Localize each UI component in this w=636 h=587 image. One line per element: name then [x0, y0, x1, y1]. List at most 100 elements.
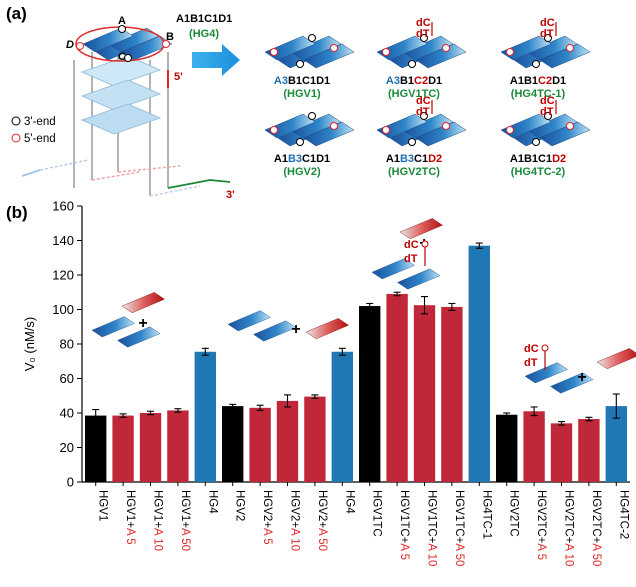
- code-segment: B1: [524, 75, 538, 87]
- three-prime-end-marker: [544, 34, 552, 42]
- variant-code-label: A1B1C1D2: [510, 153, 566, 165]
- three-prime-end-marker: [118, 25, 126, 33]
- x-tick-label: HGV1TC+A 5: [398, 490, 410, 560]
- three-prime-end-marker: [532, 138, 540, 146]
- variant-hgv1: A3B1C1D1(HGV1): [265, 34, 354, 100]
- three-prime-tag: 3': [226, 189, 235, 201]
- bar: [167, 410, 189, 482]
- tetrad-plane-3: [80, 103, 162, 135]
- code-segment: C2: [538, 75, 552, 87]
- panel-a-label: (a): [6, 4, 27, 23]
- legend-three-prime-end: 3'-end: [24, 116, 56, 128]
- code-segment: D1: [428, 75, 442, 87]
- y-tick-label: 20: [60, 440, 74, 455]
- helix-letter-c: C: [118, 51, 126, 63]
- code-segment: C2: [414, 75, 428, 87]
- five-prime-end-marker: [162, 40, 170, 48]
- code-segment: B3: [400, 153, 414, 165]
- code-segment: C1: [414, 153, 428, 165]
- code-segment: D2: [552, 153, 566, 165]
- code-segment: D1: [316, 153, 330, 165]
- bar: [249, 407, 271, 482]
- five-prime-end-marker: [566, 44, 574, 52]
- variant-name-label: (HGV2TC): [388, 166, 440, 178]
- plus-sign: +: [138, 315, 147, 332]
- bar: [441, 306, 463, 482]
- variant-hgv2: A1B3C1D1(HGV2): [265, 112, 354, 178]
- panel-a: (a): [6, 4, 590, 201]
- x-tick-label: HGV1+A 10: [152, 490, 164, 551]
- x-tick-label: HGV1: [97, 490, 109, 521]
- y-tick-label: 120: [52, 268, 74, 283]
- code-segment: C1: [302, 75, 316, 87]
- bar-chart: 0 20 40 60 80 100 120 140 160 V₀ (nM/s) HGV1 HGV1+A…: [22, 199, 636, 566]
- inset-tetrad: [227, 310, 297, 342]
- x-tick-label: HGV1TC: [371, 490, 383, 537]
- bar: [386, 293, 408, 482]
- dt-label: dT: [404, 253, 418, 265]
- x-tick-label: HGV2TC+A 5: [535, 490, 547, 560]
- code-segment: A1: [274, 153, 288, 165]
- x-tick-label: HGV1TC+A 10: [426, 490, 438, 566]
- y-tick-label: 60: [60, 371, 74, 386]
- dc-label: dC: [540, 95, 555, 107]
- code-segment: D1: [552, 75, 566, 87]
- x-tick-label: HGV1+A 50: [179, 490, 191, 551]
- three-prime-end-marker: [408, 60, 416, 68]
- variant-code-label: A1B3C1D2: [386, 153, 442, 165]
- x-tick-label: HGV2+A 5: [261, 490, 273, 545]
- code-segment: A3: [386, 75, 400, 87]
- y-tick-label: 80: [60, 337, 74, 352]
- five-prime-end-marker: [566, 122, 574, 130]
- y-tick-label: 0: [67, 475, 74, 490]
- dt-label: dT: [540, 28, 554, 40]
- bar: [413, 305, 436, 482]
- three-prime-end-marker: [308, 34, 316, 42]
- x-tick-label: HG4TC-1: [480, 490, 492, 539]
- helix-letter-b: B: [166, 31, 174, 43]
- three-prime-end-marker: [408, 138, 416, 146]
- dc-dt-annotation: dC dT: [404, 239, 429, 266]
- y-tick-label: 140: [52, 233, 74, 248]
- five-prime-tag: 5': [174, 71, 183, 83]
- x-tick-label: HG4: [206, 490, 218, 514]
- dt-label: dT: [416, 28, 430, 40]
- helix-letter-a: A: [118, 15, 126, 27]
- five-prime-end-marker: [506, 48, 514, 56]
- five-prime-end-marker: [382, 48, 390, 56]
- bar: [578, 419, 600, 482]
- three-prime-end-marker: [532, 60, 540, 68]
- bar: [331, 351, 353, 482]
- five-prime-end-marker: [442, 122, 450, 130]
- bar: [359, 306, 381, 482]
- code-segment: B1: [190, 13, 204, 25]
- plus-sign: +: [577, 369, 586, 386]
- dc-label: dC: [416, 95, 431, 107]
- code-segment: D1: [316, 75, 330, 87]
- inset-illustration: +: [524, 348, 636, 394]
- bar: [194, 351, 216, 482]
- three-prime-end-marker: [124, 54, 132, 62]
- variant-name-label: (HG4TC-1): [511, 88, 566, 100]
- variant-code-label: A3B1C1D1: [274, 75, 330, 87]
- bar: [276, 400, 299, 482]
- five-prime-end-marker: [382, 126, 390, 134]
- y-tick-label: 160: [52, 199, 74, 214]
- bar: [139, 413, 162, 482]
- code-segment: A1: [176, 13, 190, 25]
- bar: [523, 411, 545, 482]
- code-segment: A1: [510, 75, 524, 87]
- bar: [85, 415, 107, 482]
- code-segment: B1: [288, 75, 302, 87]
- inset-illustration: +: [91, 292, 165, 348]
- code-segment: D1: [218, 13, 232, 25]
- x-tick-label: HGV2TC+A 10: [563, 490, 575, 566]
- five-prime-end-marker: [330, 122, 338, 130]
- code-segment: C1: [538, 153, 552, 165]
- variant-name-label: (HGV1): [283, 88, 321, 100]
- code-segment: A1: [510, 153, 524, 165]
- tetrad-plane-2: [80, 79, 162, 111]
